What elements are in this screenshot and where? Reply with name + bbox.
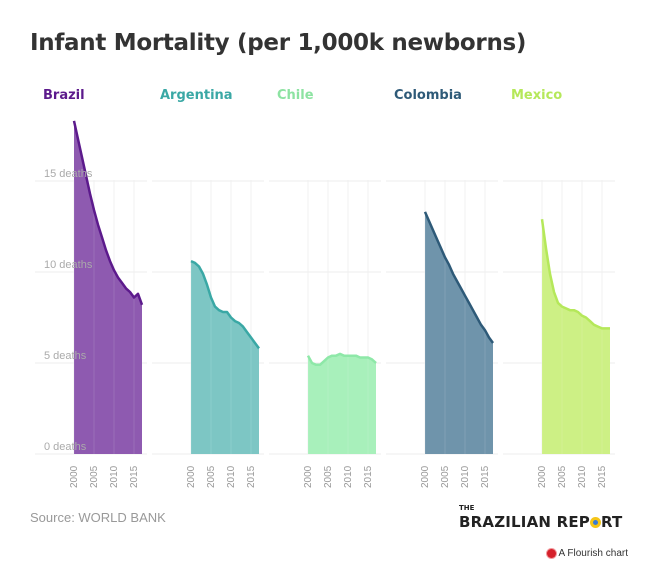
line-argentina xyxy=(190,259,261,350)
brand-name-b: RT xyxy=(600,513,623,531)
brand-the: THE xyxy=(459,504,475,512)
source-note: Source: WORLD BANK xyxy=(30,510,166,525)
panel-title-chile: Chile xyxy=(277,88,314,103)
area-chile xyxy=(308,353,376,454)
area-mexico xyxy=(542,219,610,454)
globe-icon xyxy=(589,517,601,528)
x-tick-label: 2005 xyxy=(89,465,100,488)
x-tick-label: 2010 xyxy=(460,465,471,488)
x-tick-label: 2015 xyxy=(129,465,140,488)
panel-brazil: 0 deaths 5 deaths 10 deaths 15 deaths 2000 20… xyxy=(35,120,147,488)
area-colombia xyxy=(425,211,493,454)
panel-title-argentina: Argentina xyxy=(160,88,233,103)
x-tick-label: 2000 xyxy=(303,465,314,488)
x-tick-label: 2005 xyxy=(206,465,217,488)
line-mexico xyxy=(540,219,610,330)
x-tick-label: 2015 xyxy=(363,465,374,488)
panel-argentina: 2000 2005 2010 2015 xyxy=(152,180,264,488)
area-argentina xyxy=(191,261,259,454)
flourish-credit-link[interactable]: A Flourish chart xyxy=(546,548,628,559)
brand-name-a: BRAZILIAN REP xyxy=(459,513,590,531)
x-tick-label: 2015 xyxy=(597,465,608,488)
flourish-icon xyxy=(546,549,556,558)
line-brazil xyxy=(72,120,144,306)
panel-title-colombia: Colombia xyxy=(394,88,462,103)
x-tick-label: 2005 xyxy=(440,465,451,488)
x-tick-label: 2010 xyxy=(109,465,120,488)
panel-mexico: 2000 2005 2010 2015 xyxy=(503,180,615,488)
x-tick-label: 2010 xyxy=(226,465,237,488)
x-tick-label: 2005 xyxy=(557,465,568,488)
x-tick-label: 2000 xyxy=(537,465,548,488)
x-tick-label: 2015 xyxy=(246,465,257,488)
y-tick-label: 10 deaths xyxy=(44,259,93,271)
panel-chile: 2000 2005 2010 2015 xyxy=(269,180,381,488)
y-tick-label: 15 deaths xyxy=(44,168,93,180)
brand-logo[interactable]: THE BRAZILIAN REP RT xyxy=(459,505,622,531)
area-brazil xyxy=(74,120,142,455)
x-tick-label: 2010 xyxy=(577,465,588,488)
y-tick-label: 0 deaths xyxy=(44,441,87,453)
x-tick-label: 2000 xyxy=(420,465,431,488)
y-tick-label: 5 deaths xyxy=(44,350,87,362)
chart-title: Infant Mortality (per 1,000k newborns) xyxy=(30,30,527,56)
x-tick-label: 2005 xyxy=(323,465,334,488)
panel-title-brazil: Brazil xyxy=(43,88,85,103)
flourish-credit-text: A Flourish chart xyxy=(558,548,628,559)
line-chile xyxy=(306,352,377,367)
x-tick-label: 2015 xyxy=(480,465,491,488)
x-tick-label: 2000 xyxy=(186,465,197,488)
line-colombia xyxy=(423,211,495,344)
panel-colombia: 2000 2005 2010 2015 xyxy=(386,180,498,488)
x-tick-label: 2000 xyxy=(69,465,80,488)
panel-title-mexico: Mexico xyxy=(511,88,563,103)
x-tick-label: 2010 xyxy=(343,465,354,488)
